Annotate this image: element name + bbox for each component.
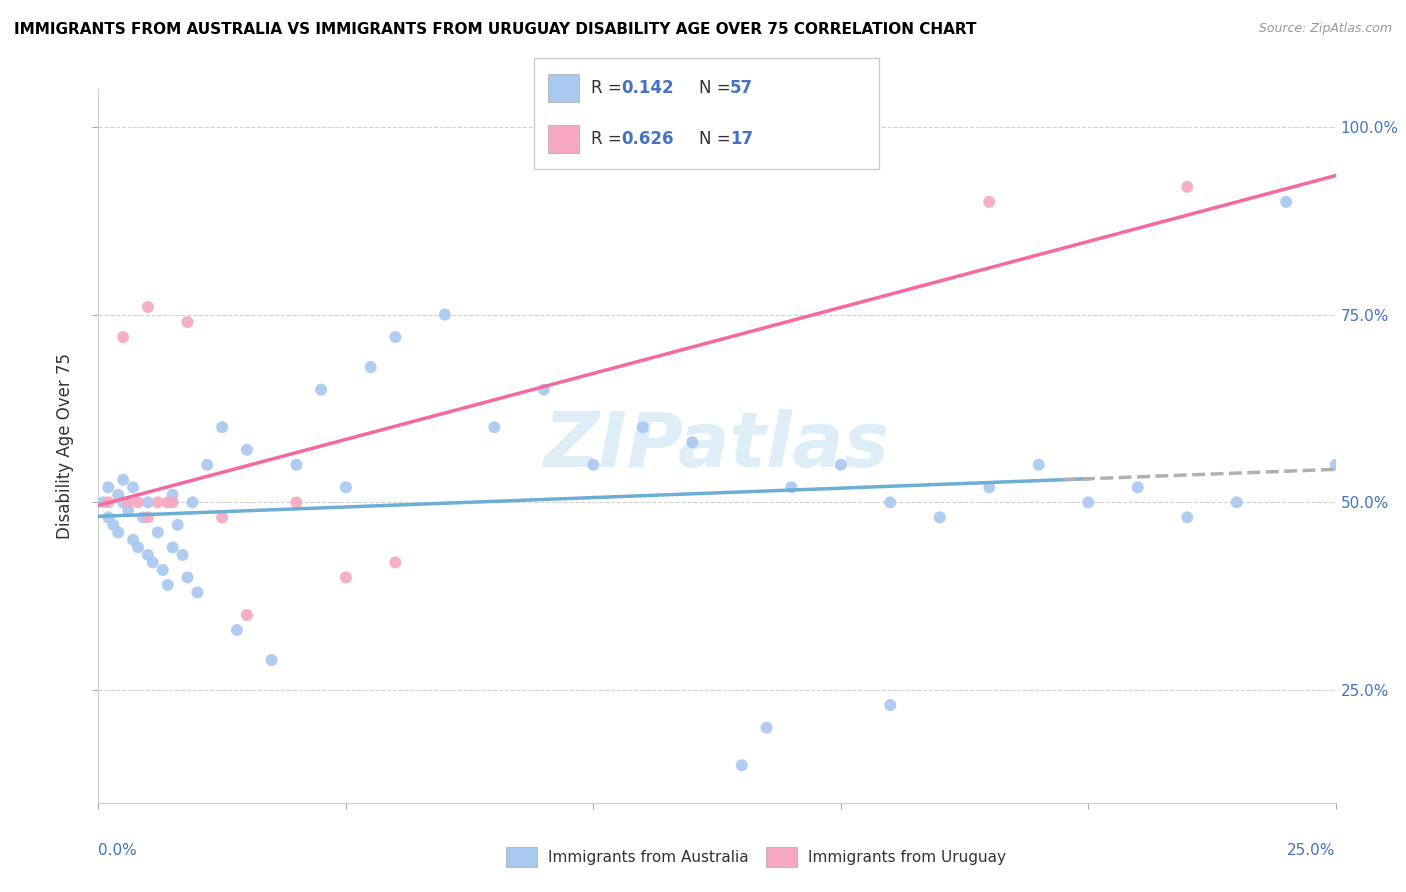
Point — [146, 525, 169, 540]
Point — [127, 541, 149, 555]
Point — [146, 495, 169, 509]
Point — [285, 495, 308, 509]
Point — [195, 458, 218, 472]
Point — [166, 517, 188, 532]
Point — [132, 510, 155, 524]
Point — [162, 541, 184, 555]
Point — [1175, 179, 1198, 194]
Point — [1324, 458, 1347, 472]
Point — [236, 607, 259, 622]
Point — [433, 308, 456, 322]
Point — [360, 360, 382, 375]
Text: N =: N = — [699, 79, 735, 97]
Point — [156, 578, 179, 592]
Point — [979, 480, 1001, 494]
Text: IMMIGRANTS FROM AUSTRALIA VS IMMIGRANTS FROM URUGUAY DISABILITY AGE OVER 75 CORR: IMMIGRANTS FROM AUSTRALIA VS IMMIGRANTS … — [14, 22, 977, 37]
Point — [112, 495, 135, 509]
Point — [136, 495, 159, 509]
Point — [142, 556, 165, 570]
Point — [117, 495, 139, 509]
Point — [260, 653, 283, 667]
Point — [112, 330, 135, 344]
Point — [93, 495, 115, 509]
Point — [631, 420, 654, 434]
Point — [928, 510, 950, 524]
Point — [211, 420, 233, 434]
Point — [384, 330, 406, 344]
Point — [484, 420, 506, 434]
Point — [755, 721, 778, 735]
Text: 57: 57 — [730, 79, 752, 97]
Point — [1275, 194, 1298, 209]
Point — [117, 503, 139, 517]
Point — [681, 435, 703, 450]
Point — [186, 585, 208, 599]
Point — [533, 383, 555, 397]
Point — [136, 548, 159, 562]
Point — [780, 480, 803, 494]
Text: N =: N = — [699, 130, 735, 148]
Text: 25.0%: 25.0% — [1288, 843, 1336, 858]
Text: 0.626: 0.626 — [621, 130, 673, 148]
Point — [112, 473, 135, 487]
Text: Source: ZipAtlas.com: Source: ZipAtlas.com — [1258, 22, 1392, 36]
Point — [176, 570, 198, 584]
Point — [879, 495, 901, 509]
Point — [582, 458, 605, 472]
Point — [162, 488, 184, 502]
Text: 17: 17 — [730, 130, 752, 148]
Point — [830, 458, 852, 472]
Point — [136, 300, 159, 314]
Point — [156, 495, 179, 509]
Point — [97, 480, 120, 494]
Point — [285, 458, 308, 472]
Point — [107, 488, 129, 502]
Point — [1126, 480, 1149, 494]
Point — [172, 548, 194, 562]
Point — [181, 495, 204, 509]
Point — [1226, 495, 1249, 509]
Point — [176, 315, 198, 329]
Text: R =: R = — [591, 79, 627, 97]
Text: R =: R = — [591, 130, 627, 148]
Point — [335, 480, 357, 494]
Point — [1175, 510, 1198, 524]
Point — [136, 510, 159, 524]
Point — [97, 495, 120, 509]
Point — [879, 698, 901, 713]
Point — [731, 758, 754, 772]
Point — [335, 570, 357, 584]
Point — [152, 563, 174, 577]
Point — [236, 442, 259, 457]
Point — [211, 510, 233, 524]
Point — [97, 510, 120, 524]
Point — [979, 194, 1001, 209]
Point — [226, 623, 249, 637]
Point — [103, 517, 125, 532]
Text: ZIPatlas: ZIPatlas — [544, 409, 890, 483]
Text: Immigrants from Uruguay: Immigrants from Uruguay — [808, 850, 1007, 864]
Text: Immigrants from Australia: Immigrants from Australia — [548, 850, 749, 864]
Point — [1028, 458, 1050, 472]
Point — [162, 495, 184, 509]
Point — [309, 383, 332, 397]
Point — [122, 480, 145, 494]
Point — [127, 495, 149, 509]
Point — [122, 533, 145, 547]
Text: 0.0%: 0.0% — [98, 843, 138, 858]
Point — [384, 556, 406, 570]
Y-axis label: Disability Age Over 75: Disability Age Over 75 — [56, 353, 75, 539]
Point — [1077, 495, 1099, 509]
Text: 0.142: 0.142 — [621, 79, 673, 97]
Point — [107, 525, 129, 540]
